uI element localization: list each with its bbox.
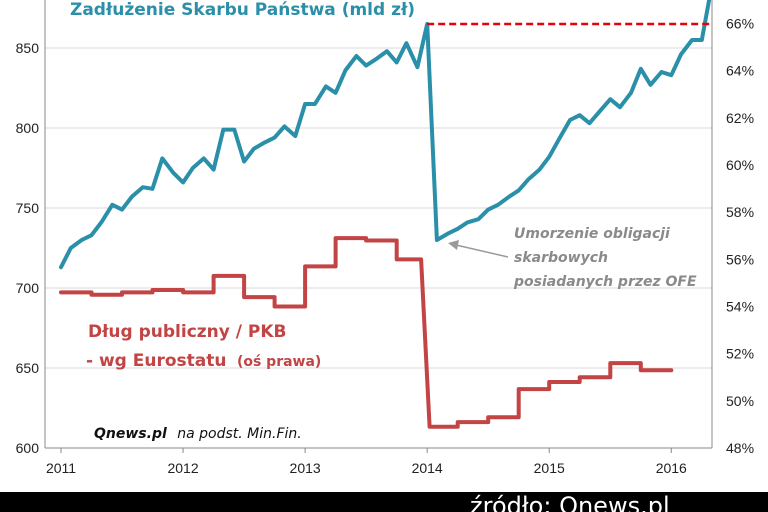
y-right-tick-label: 58% — [726, 204, 754, 220]
source-note: Qnews.pl na podst. Min.Fin. — [94, 425, 302, 442]
series — [59, 0, 712, 429]
y-left-tick-label: 600 — [16, 440, 40, 456]
y-left-tick-label: 750 — [16, 200, 40, 216]
gridlines — [45, 47, 712, 369]
y-right-tick-label: 66% — [726, 16, 754, 32]
y-right-tick-label: 50% — [726, 393, 754, 409]
footer-source-text: źródło: Qnews.pl — [470, 492, 670, 512]
annotation-line3: posiadanych przez OFE — [513, 274, 697, 290]
y-left-tick-label: 650 — [16, 360, 40, 376]
y-left-tick-label: 800 — [16, 120, 40, 136]
debt-series-title: Zadłużenie Skarbu Państwa (mld zł) — [70, 0, 415, 20]
y-right-tick-label: 52% — [726, 346, 754, 362]
y-left-tick-label: 700 — [16, 280, 40, 296]
x-tick-label: 2011 — [46, 460, 76, 476]
axes — [44, 0, 713, 449]
debt-series-line — [59, 0, 712, 270]
y-right-tick-label: 62% — [726, 110, 754, 126]
x-tick-label: 2016 — [656, 460, 687, 476]
y-right-tick-label: 54% — [726, 299, 754, 315]
y-right-tick-label: 48% — [726, 440, 754, 456]
annotation-line2: skarbowych — [514, 250, 608, 266]
footer-bar: źródło: Qnews.pl — [0, 492, 768, 512]
ratio-series-line — [59, 236, 674, 429]
ratio-series-title-line2-group: - wg Eurostatu (oś prawa) — [86, 351, 321, 371]
y-right-tick-label: 60% — [726, 157, 754, 173]
tick-labels: 600 650 700 750 800 850 48% 50% 52% 54% 56% 58% 60% 6… — [16, 16, 754, 476]
source-brand: Qnews.pl — [94, 426, 167, 442]
x-tick-label: 2015 — [534, 460, 565, 476]
y-left-tick-label: 850 — [16, 40, 40, 56]
ratio-series-title-line1: Dług publiczny / PKB — [88, 322, 287, 342]
y-right-tick-label: 64% — [726, 63, 754, 79]
annotation-arrow-shaft — [455, 244, 509, 258]
ratio-axis-note: (oś prawa) — [237, 354, 321, 370]
x-tick-label: 2013 — [290, 460, 321, 476]
x-tick-label: 2012 — [167, 460, 198, 476]
annotation-arrow-head — [448, 240, 459, 250]
ratio-series-title-line2: - wg Eurostatu — [86, 351, 227, 371]
y-right-tick-label: 56% — [726, 251, 754, 267]
x-tick-label: 2014 — [412, 460, 443, 476]
annotation-line1: Umorzenie obligacji — [514, 226, 670, 242]
source-rest: na podst. Min.Fin. — [177, 426, 301, 442]
